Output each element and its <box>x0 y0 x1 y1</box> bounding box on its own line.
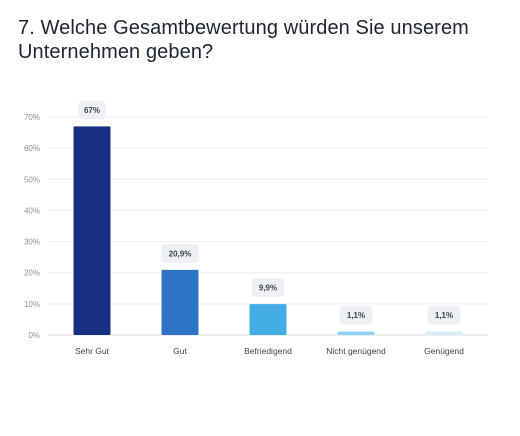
data-label: 20,9% <box>169 249 192 258</box>
bar <box>161 269 199 335</box>
data-label-bubble <box>251 278 285 298</box>
data-label-bubble <box>161 243 199 263</box>
bar <box>249 304 287 335</box>
y-tick-label: 0% <box>28 331 40 340</box>
bar <box>73 126 111 335</box>
y-tick-label: 20% <box>24 269 40 278</box>
data-label: 9,9% <box>259 284 277 293</box>
y-tick-label: 40% <box>24 206 40 215</box>
category-label: Befriedigend <box>244 346 292 356</box>
category-label: Sehr Gut <box>75 346 110 356</box>
x-axis-categories: Sehr Gut Gut Befriedigend Nicht genügend Gen… <box>75 346 464 356</box>
grid-lines <box>48 116 488 336</box>
y-tick-label: 70% <box>24 113 40 122</box>
category-label: Genügend <box>424 346 464 356</box>
category-label: Nicht genügend <box>326 346 386 356</box>
bars <box>73 126 463 335</box>
data-label-bubble <box>339 305 373 325</box>
y-tick-label: 10% <box>24 300 40 309</box>
data-label: 1,1% <box>347 311 365 320</box>
data-label-bubble <box>427 305 461 325</box>
y-tick-label: 50% <box>24 175 40 184</box>
y-axis-ticks: 0% 10% 20% 30% 40% 50% 60% 70% <box>24 113 40 340</box>
question-title: 7. Welche Gesamtbewertung würden Sie uns… <box>18 17 469 63</box>
data-label: 67% <box>84 106 100 115</box>
data-label: 1,1% <box>435 311 453 320</box>
bar <box>425 331 463 335</box>
bar <box>337 331 375 335</box>
data-labels: 67% 20,9% 9,9% 1,1% 1,1% <box>78 100 461 325</box>
data-label-bubble <box>78 100 106 120</box>
category-label: Gut <box>173 346 187 356</box>
y-tick-label: 60% <box>24 144 40 153</box>
y-tick-label: 30% <box>24 238 40 247</box>
